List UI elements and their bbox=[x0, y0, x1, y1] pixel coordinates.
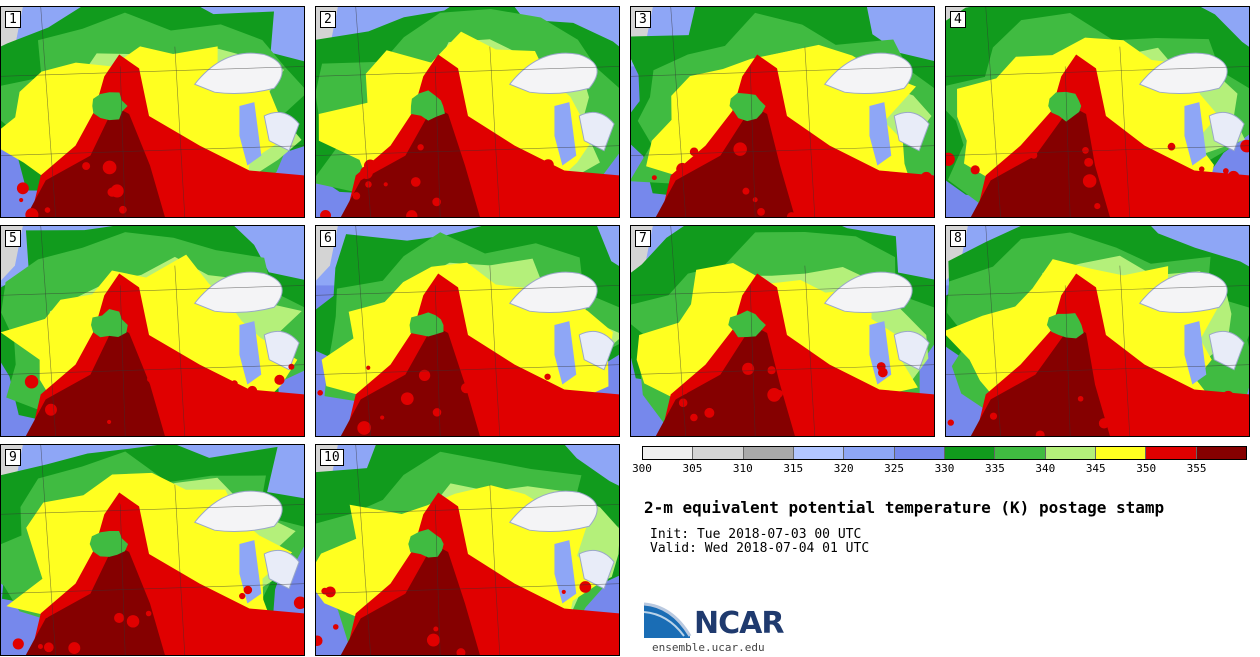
member-panel-4: 4 bbox=[945, 6, 1250, 218]
colorbar-segment bbox=[643, 447, 694, 459]
colorbar-tick-label: 315 bbox=[783, 462, 804, 475]
ncar-logo: NCAR bbox=[642, 600, 792, 642]
colorbar-tick-label: 320 bbox=[833, 462, 854, 475]
theta-e-map bbox=[1, 7, 304, 217]
member-panel-1: 1 bbox=[0, 6, 305, 218]
member-number: 5 bbox=[5, 230, 21, 247]
colorbar-segment bbox=[693, 447, 744, 459]
colorbar-tick-label: 325 bbox=[884, 462, 905, 475]
member-panel-7: 7 bbox=[630, 225, 935, 437]
colorbar-tick-label: 300 bbox=[632, 462, 652, 475]
init-time: Init: Tue 2018-07-03 00 UTC bbox=[650, 527, 862, 542]
colorbar-tick-label: 310 bbox=[732, 462, 753, 475]
theta-e-map bbox=[1, 226, 304, 436]
member-number: 3 bbox=[635, 11, 651, 28]
theta-e-map bbox=[1, 445, 304, 655]
member-number: 6 bbox=[320, 230, 336, 247]
theta-e-map bbox=[316, 445, 619, 655]
ncar-swoosh-icon bbox=[643, 602, 692, 638]
colorbar-segment bbox=[743, 447, 794, 459]
member-panel-2: 2 bbox=[315, 6, 620, 218]
theta-e-map bbox=[631, 7, 934, 217]
theta-e-map bbox=[316, 7, 619, 217]
member-number: 8 bbox=[950, 230, 966, 247]
member-number: 1 bbox=[5, 11, 21, 28]
member-panel-9: 9 bbox=[0, 444, 305, 656]
colorbar-segment bbox=[1045, 447, 1096, 459]
colorbar-segment bbox=[995, 447, 1046, 459]
member-panel-5: 5 bbox=[0, 225, 305, 437]
colorbar-tick-label: 330 bbox=[934, 462, 955, 475]
logo-text: NCAR bbox=[694, 606, 784, 641]
colorbar bbox=[642, 446, 1247, 460]
colorbar-segment bbox=[1196, 447, 1246, 459]
colorbar-tick-labels: 300 305 310 315 320 325 330 335 340 345 350 355 bbox=[632, 462, 1247, 476]
member-number: 2 bbox=[320, 11, 336, 28]
theta-e-map bbox=[631, 226, 934, 436]
member-panel-10: 10 bbox=[315, 444, 620, 656]
colorbar-segment bbox=[944, 447, 996, 459]
member-panel-3: 3 bbox=[630, 6, 935, 218]
colorbar-tick-label: 335 bbox=[984, 462, 1005, 475]
member-number: 9 bbox=[5, 449, 21, 466]
colorbar-segment bbox=[1146, 447, 1197, 459]
site-url: ensemble.ucar.edu bbox=[652, 641, 765, 654]
theta-e-map bbox=[946, 226, 1249, 436]
colorbar-tick-label: 350 bbox=[1136, 462, 1157, 475]
colorbar-tick-label: 305 bbox=[682, 462, 703, 475]
member-panel-6: 6 bbox=[315, 225, 620, 437]
colorbar-segment bbox=[793, 447, 845, 459]
colorbar-segment bbox=[1095, 447, 1147, 459]
colorbar-tick-label: 355 bbox=[1186, 462, 1207, 475]
colorbar-segment bbox=[844, 447, 895, 459]
member-number: 10 bbox=[320, 449, 344, 466]
valid-time: Valid: Wed 2018-07-04 01 UTC bbox=[650, 541, 870, 556]
member-panel-8: 8 bbox=[945, 225, 1250, 437]
colorbar-segment bbox=[894, 447, 945, 459]
member-number: 4 bbox=[950, 11, 966, 28]
theta-e-map bbox=[316, 226, 619, 436]
member-number: 7 bbox=[635, 230, 651, 247]
theta-e-map bbox=[946, 7, 1249, 217]
colorbar-tick-label: 340 bbox=[1035, 462, 1056, 475]
colorbar-tick-label: 345 bbox=[1085, 462, 1106, 475]
figure-title: 2-m equivalent potential temperature (K)… bbox=[644, 498, 1165, 517]
